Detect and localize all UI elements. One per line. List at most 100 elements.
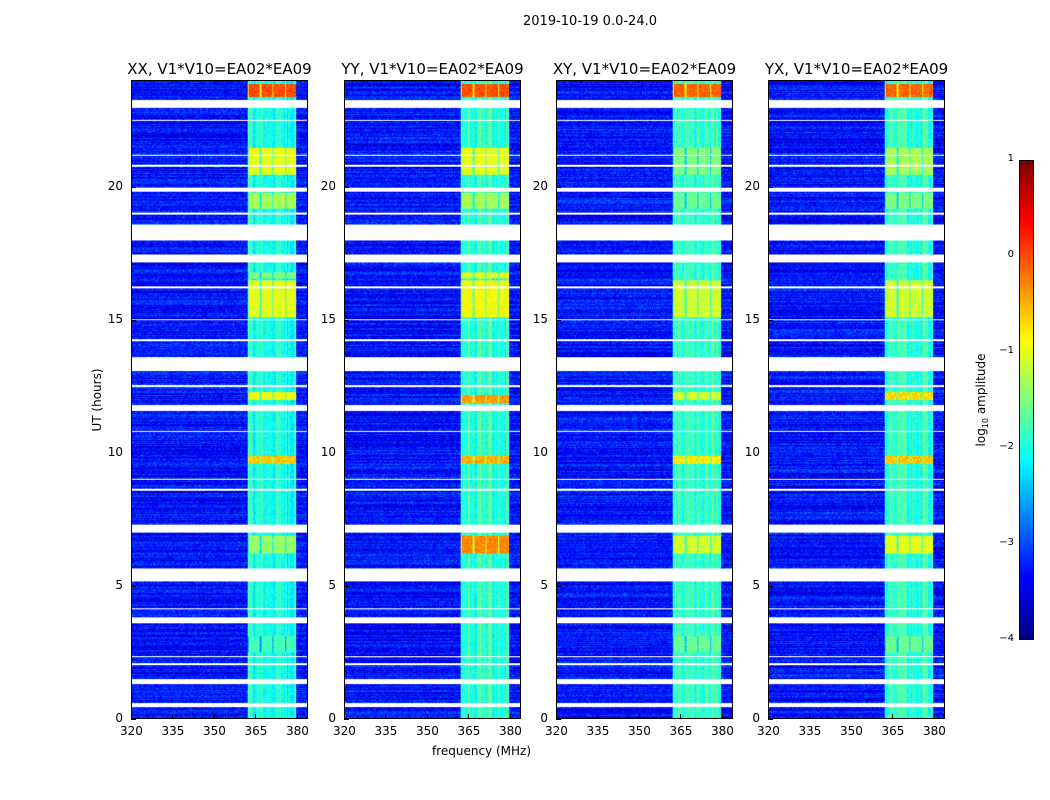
x-tick-label: 350 [839,724,863,738]
heatmap-panel-2 [556,80,733,719]
x-tick-mark [721,714,723,719]
y-tick-label: 5 [540,577,548,592]
x-tick-label: 335 [798,724,822,738]
x-tick-label: 320 [545,724,568,738]
y-tick-mark [131,319,136,321]
x-tick-label: 365 [669,724,693,738]
y-tick-label: 10 [320,444,336,459]
y-tick-label: 5 [752,577,760,592]
x-tick-label: 380 [285,724,309,738]
x-tick-mark [933,714,935,719]
y-tick-label: 15 [107,311,123,326]
y-tick-mark [556,319,561,321]
y-tick-label: 10 [744,444,760,459]
y-tick-mark [344,719,349,720]
heatmap-panel-1 [344,80,521,719]
x-tick-mark [468,714,470,719]
y-tick-mark [131,719,136,720]
x-tick-mark [131,714,132,719]
colorbar-tick-label: −1 [999,345,1014,356]
x-axis-label: frequency (MHz) [432,744,532,758]
x-tick-mark [597,714,599,719]
panel-title: YX, V1*V10=EA02*EA09 [764,60,949,78]
x-tick-label: 365 [457,724,481,738]
colorbar-tick-label: −4 [999,633,1014,644]
y-tick-label: 10 [107,444,123,459]
x-tick-label: 350 [627,724,651,738]
y-tick-mark [344,452,349,454]
x-tick-label: 365 [244,724,268,738]
y-tick-mark [344,585,349,587]
x-tick-label: 335 [374,724,398,738]
y-tick-mark [768,719,773,720]
x-tick-mark [892,714,894,719]
colorbar-label: log10 amplitude [973,353,991,447]
x-tick-label: 365 [881,724,905,738]
x-tick-label: 380 [498,724,522,738]
colorbar-tick-label: 0 [1007,249,1014,260]
heatmap-cells [769,81,944,718]
y-tick-label: 15 [744,311,760,326]
x-tick-label: 320 [333,724,356,738]
y-tick-label: 5 [328,577,336,592]
x-tick-label: 335 [586,724,610,738]
x-tick-mark [426,714,428,719]
figure-title: 2019-10-19 0.0-24.0 [523,14,657,29]
y-tick-label: 5 [115,577,123,592]
x-tick-label: 320 [120,724,143,738]
heatmap-panel-0 [131,80,308,719]
colorbar-tick-label: −2 [999,441,1014,452]
panel-title: XY, V1*V10=EA02*EA09 [552,60,737,78]
x-tick-mark [385,714,387,719]
x-tick-label: 350 [202,724,226,738]
x-tick-mark [213,714,215,719]
y-axis-label: UT (hours) [90,368,104,432]
x-tick-mark [850,714,852,719]
y-tick-mark [768,585,773,587]
y-tick-mark [131,585,136,587]
colorbar [1019,160,1034,640]
x-tick-mark [344,714,345,719]
y-tick-mark [131,186,136,188]
heatmap-cells [345,81,520,718]
y-tick-label: 20 [107,178,123,193]
y-tick-label: 10 [532,444,548,459]
x-tick-label: 335 [161,724,185,738]
y-tick-label: 0 [752,711,760,725]
x-tick-mark [768,714,769,719]
heatmap-panel-3 [768,80,945,719]
y-tick-label: 20 [320,178,336,193]
y-tick-mark [556,585,561,587]
y-tick-mark [344,319,349,321]
panel-title: YY, V1*V10=EA02*EA09 [341,60,524,78]
x-tick-mark [809,714,811,719]
x-tick-label: 380 [710,724,734,738]
y-tick-label: 20 [532,178,548,193]
x-tick-mark [255,714,257,719]
x-tick-mark [680,714,682,719]
colorbar-tick-label: 1 [1007,153,1014,164]
y-tick-mark [556,719,561,720]
colorbar-tick-label: −3 [999,537,1014,548]
x-tick-mark [296,714,298,719]
y-tick-label: 0 [328,711,336,725]
y-tick-label: 15 [320,311,336,326]
x-tick-mark [638,714,640,719]
y-tick-mark [768,452,773,454]
x-tick-mark [172,714,174,719]
y-tick-mark [344,186,349,188]
y-tick-label: 15 [532,311,548,326]
x-tick-mark [509,714,511,719]
y-tick-label: 20 [744,178,760,193]
y-tick-mark [768,186,773,188]
panel-title: XX, V1*V10=EA02*EA09 [127,60,312,78]
heatmap-cells [557,81,732,718]
x-tick-label: 380 [922,724,946,738]
heatmap-cells [132,81,307,718]
y-tick-mark [556,186,561,188]
y-tick-label: 0 [540,711,548,725]
y-tick-label: 0 [115,711,123,725]
x-tick-label: 320 [757,724,780,738]
y-tick-mark [131,452,136,454]
y-tick-mark [768,319,773,321]
